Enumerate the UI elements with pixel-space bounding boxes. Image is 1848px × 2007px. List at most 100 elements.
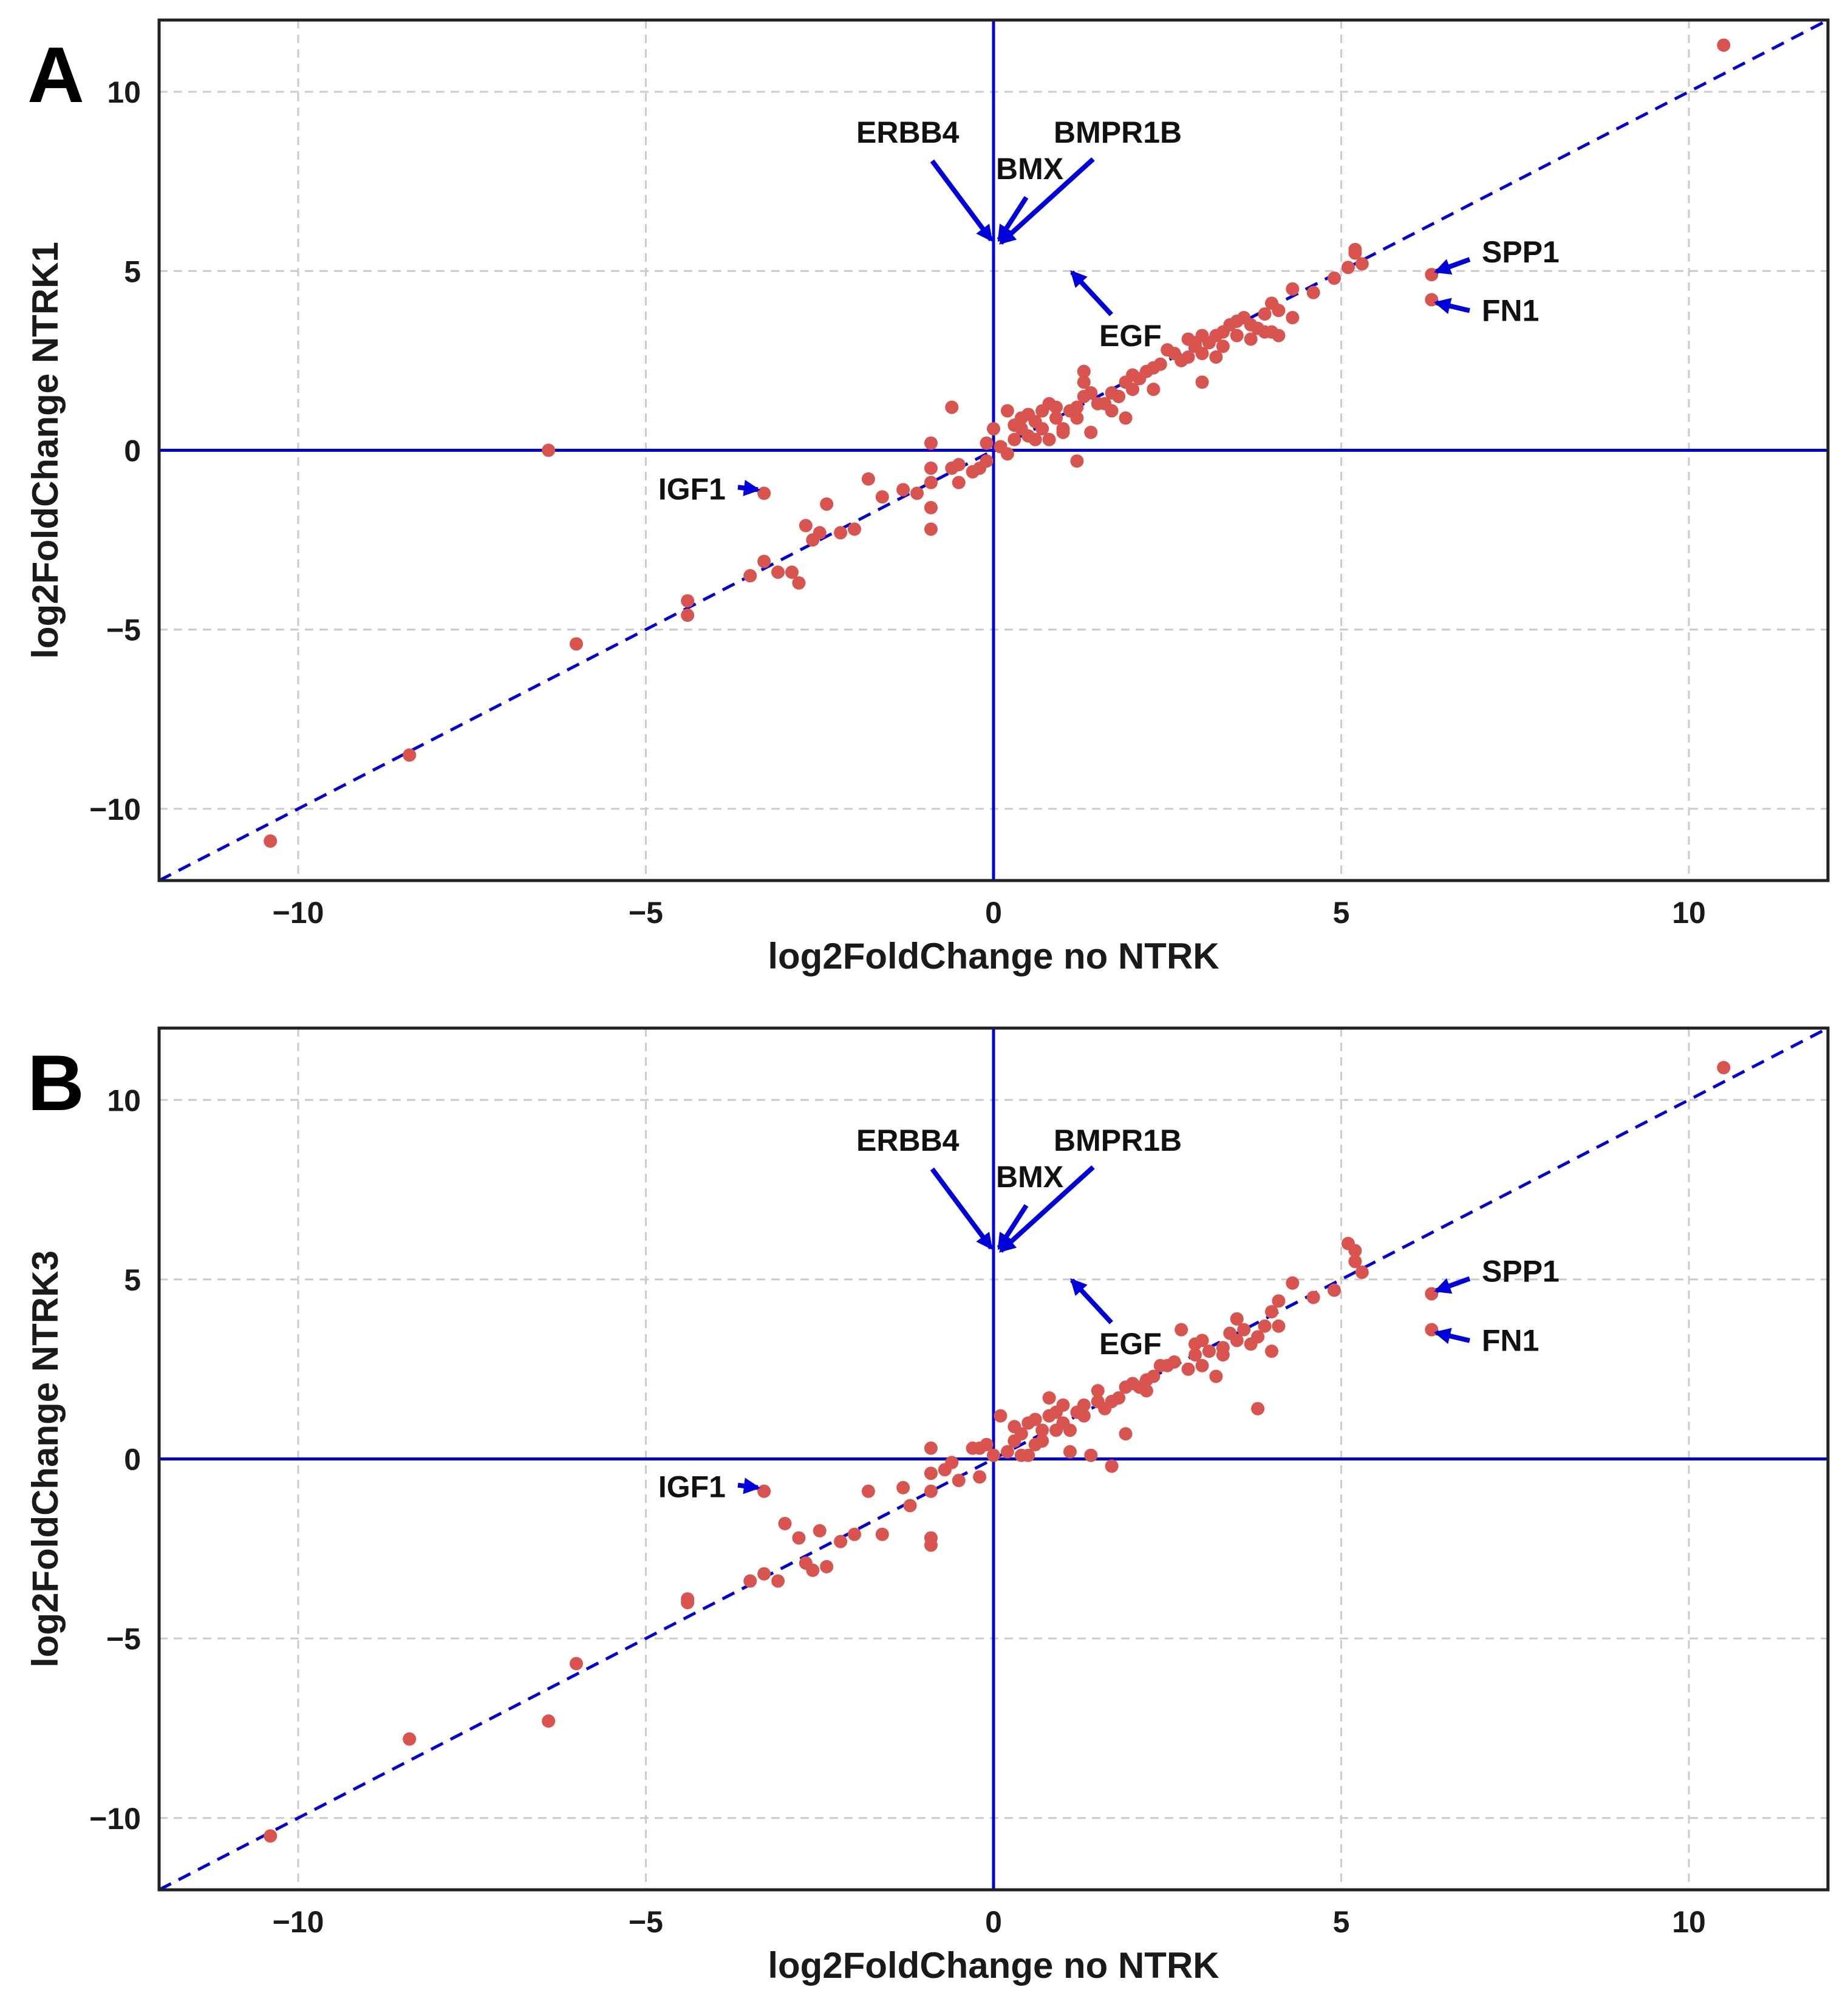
data-point [1251, 1330, 1265, 1344]
data-point [1077, 375, 1091, 389]
x-tick-label: 0 [985, 1905, 1002, 1939]
data-point [1202, 1344, 1216, 1358]
data-point [1355, 257, 1369, 271]
spp1-annotation-arrow [1434, 257, 1471, 275]
data-point [834, 1535, 848, 1549]
y-tick-label: 0 [124, 434, 141, 468]
data-point [952, 458, 966, 472]
data-point [820, 497, 834, 511]
data-point [1105, 1459, 1119, 1473]
y-tick-label: −5 [106, 1622, 141, 1656]
x-tick-label: −10 [273, 896, 324, 930]
data-point [813, 526, 827, 540]
data-point [1063, 1423, 1077, 1437]
data-point [1328, 271, 1342, 285]
data-point [1272, 1319, 1286, 1333]
data-point [1056, 1398, 1070, 1412]
data-point [681, 594, 695, 608]
data-point [771, 1574, 785, 1588]
x-tick-label: 5 [1333, 1905, 1350, 1939]
data-point [945, 1456, 959, 1470]
data-point [875, 490, 889, 504]
data-point [1209, 350, 1223, 364]
data-point [757, 1484, 771, 1498]
data-point [924, 1467, 938, 1481]
y-tick-label: 5 [124, 254, 141, 288]
egf-annotation-label: EGF [1099, 319, 1162, 353]
egf-annotation-arrow [1070, 270, 1113, 316]
data-point [952, 475, 966, 489]
data-point [1195, 1358, 1209, 1372]
y-tick-label: 5 [124, 1263, 141, 1297]
data-point [1286, 1276, 1300, 1290]
data-point [1042, 432, 1056, 446]
identity-dashed-line [159, 1028, 1828, 1890]
data-point [542, 443, 556, 457]
data-point [924, 462, 938, 475]
bmx-annotation-label: BMX [996, 1160, 1063, 1194]
data-point [1265, 1305, 1278, 1319]
spp1-annotation-label: SPP1 [1482, 235, 1560, 269]
x-tick-label: 10 [1672, 896, 1706, 930]
x-tick-label: −5 [629, 896, 663, 930]
egf-annotation-arrow [1070, 1278, 1113, 1324]
data-point [820, 1559, 834, 1573]
data-point [1167, 1355, 1181, 1369]
data-point [1084, 425, 1098, 439]
data-point [1306, 285, 1320, 299]
spp1-annotation-label: SPP1 [1482, 1255, 1560, 1289]
data-point [1216, 1348, 1230, 1362]
data-point [1195, 375, 1209, 389]
bmpr1b-annotation-arrow [998, 1165, 1095, 1253]
data-point [1175, 1323, 1188, 1337]
erbb4-annotation-arrow [930, 159, 994, 242]
data-point [924, 1484, 938, 1498]
data-point [1028, 1412, 1042, 1426]
plot-area [159, 20, 1828, 881]
data-point [1258, 1319, 1272, 1333]
data-point [861, 1484, 875, 1498]
data-point [1139, 1384, 1153, 1398]
data-point [1348, 242, 1362, 256]
x-axis-title: log2FoldChange no NTRK [768, 1945, 1219, 1986]
data-point [896, 1481, 910, 1494]
x-tick-label: −10 [273, 1905, 324, 1939]
data-point [1216, 339, 1230, 353]
data-point [1348, 1244, 1362, 1258]
bmpr1b-annotation-label: BMPR1B [1054, 115, 1182, 149]
data-point [757, 554, 771, 568]
y-tick-label: −5 [106, 613, 141, 647]
fn1-annotation-label: FN1 [1482, 294, 1539, 328]
data-point [1230, 329, 1244, 342]
data-point [570, 1657, 583, 1671]
data-point [1000, 404, 1014, 418]
data-point [973, 1470, 987, 1484]
data-point [1105, 404, 1119, 418]
data-point [1035, 1434, 1049, 1448]
data-point [1328, 1283, 1342, 1297]
data-point [1272, 304, 1286, 318]
data-point [987, 422, 1000, 436]
data-point [1070, 400, 1084, 414]
igf1-annotation-label: IGF1 [658, 1470, 726, 1504]
data-point [1008, 432, 1021, 446]
data-point [1035, 422, 1049, 436]
panel-letter: B [27, 1038, 84, 1127]
data-point [681, 608, 695, 622]
y-tick-label: 10 [107, 75, 141, 109]
data-point [1000, 447, 1014, 461]
bmpr1b-annotation-label: BMPR1B [1054, 1123, 1182, 1157]
data-point [910, 486, 924, 500]
plot-frame [157, 1026, 1830, 1892]
data-point [861, 472, 875, 486]
data-point [1153, 357, 1167, 371]
data-point [1195, 1334, 1209, 1348]
data-point [924, 522, 938, 536]
data-point [813, 1524, 827, 1538]
x-tick-label: −5 [629, 1905, 663, 1939]
panel-letter: A [27, 30, 84, 119]
data-point [896, 483, 910, 497]
y-tick-label: −10 [89, 1802, 141, 1836]
data-point [1251, 1402, 1265, 1416]
